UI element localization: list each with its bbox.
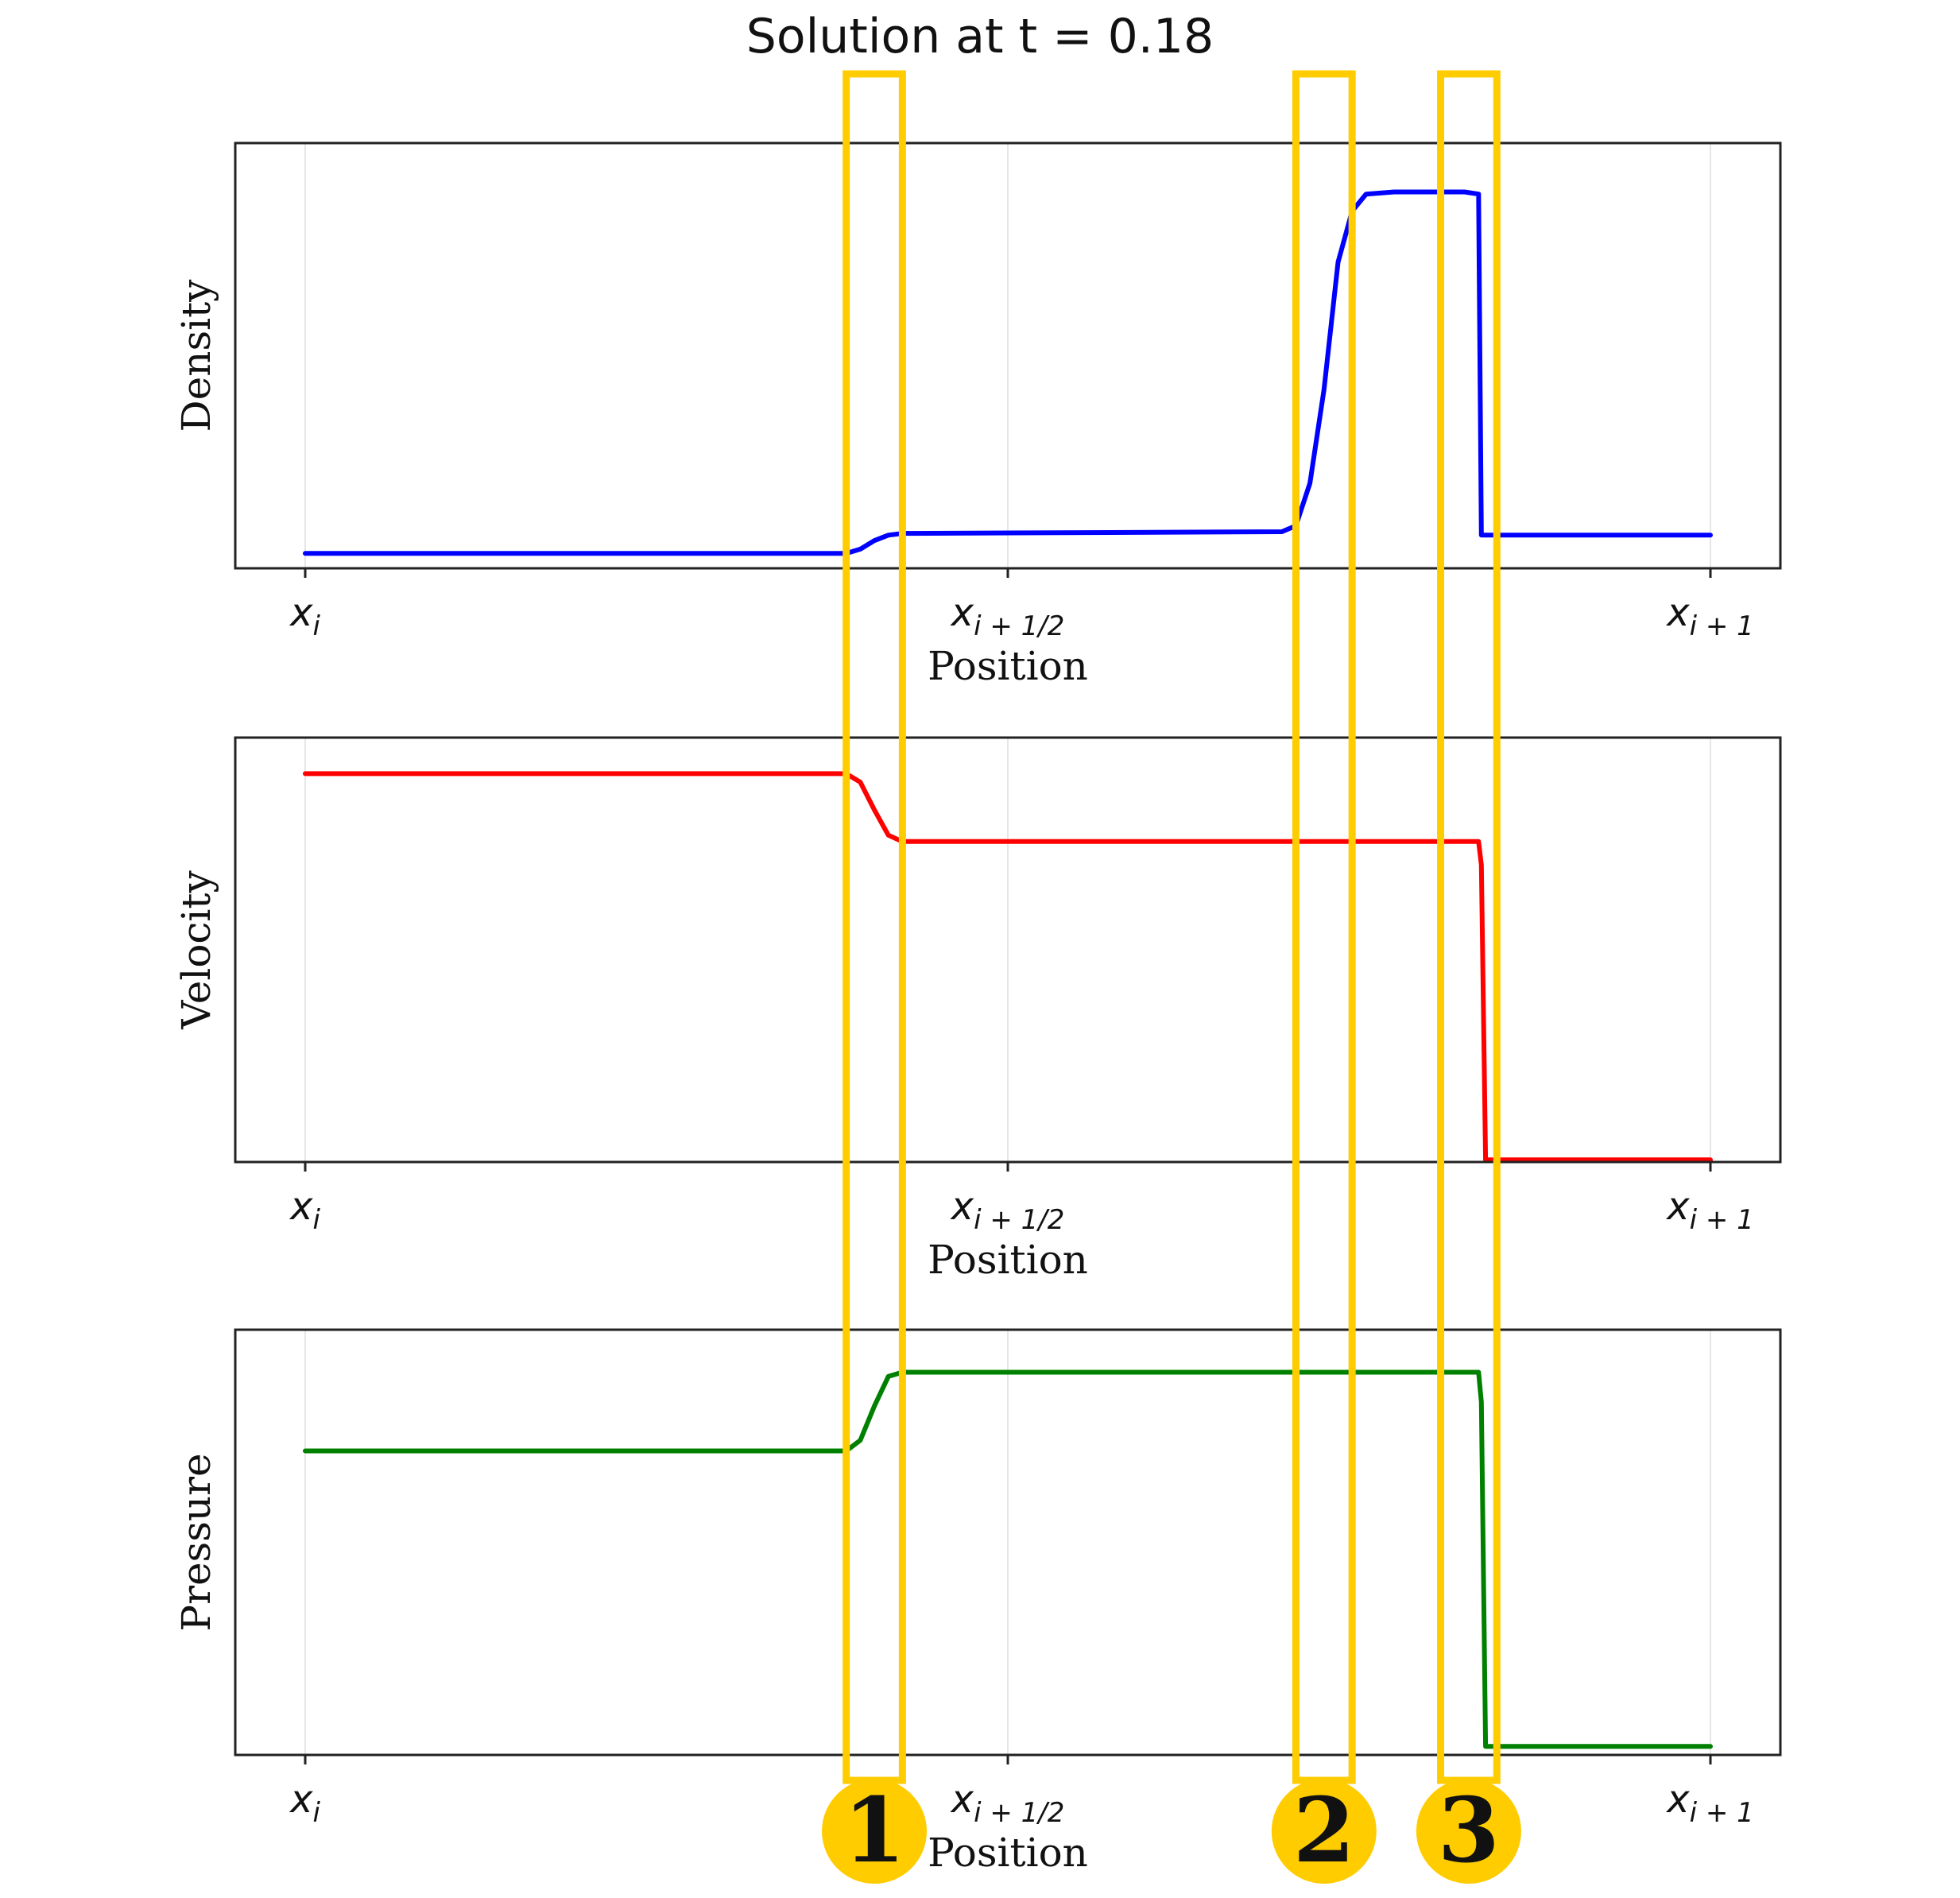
- x-axis-label: Position: [928, 643, 1088, 689]
- series-line-density: [303, 189, 1713, 556]
- y-axis-label: Pressure: [173, 1453, 219, 1631]
- x-axis-label: Position: [928, 1830, 1088, 1876]
- annotation-region-3: 3: [1416, 70, 1521, 1884]
- panels: xi xi + 1/2 xi + 1 Position Density xi xi + 1/…: [173, 141, 1782, 1876]
- x-tick-label: xi + 1: [1665, 591, 1754, 642]
- panel-density: xi xi + 1/2 xi + 1 Position Density: [173, 141, 1782, 689]
- panel-velocity: xi xi + 1/2 xi + 1 Position Velocity: [173, 736, 1782, 1283]
- x-axis-label: Position: [928, 1237, 1088, 1283]
- y-axis-label: Density: [173, 279, 219, 432]
- y-axis-label: Velocity: [173, 870, 219, 1029]
- x-tick-label: xi: [289, 1184, 320, 1236]
- x-tick-label: xi + 1/2: [950, 1777, 1065, 1829]
- x-tick-label: xi + 1/2: [950, 1184, 1065, 1236]
- figure-title: Solution at t = 0.18: [746, 9, 1214, 64]
- x-tick-label: xi + 1: [1665, 1777, 1754, 1829]
- annotation-badge-label: 2: [1293, 1779, 1355, 1883]
- annotation-badge-label: 3: [1438, 1779, 1500, 1883]
- annotation-badge: [1416, 1779, 1521, 1884]
- annotation-box: [842, 70, 906, 1784]
- annotation-region-1: 1: [822, 70, 928, 1884]
- series-line-pressure: [303, 1369, 1713, 1749]
- annotation-badge-label: 1: [843, 1779, 905, 1883]
- series-line-velocity: [303, 771, 1713, 1163]
- annotation-badge: [822, 1779, 928, 1884]
- x-tick-label: xi + 1/2: [950, 591, 1065, 642]
- annotation-badge: [1271, 1779, 1377, 1884]
- panel-pressure: xi xi + 1/2 xi + 1 Position Pressure: [173, 1328, 1782, 1876]
- x-tick-label: xi: [289, 1777, 320, 1829]
- annotation-region-2: 2: [1271, 70, 1377, 1884]
- annotation-box: [1292, 70, 1356, 1784]
- x-tick-label: xi: [289, 591, 320, 642]
- x-tick-label: xi + 1: [1665, 1184, 1754, 1236]
- annotation-box: [1437, 70, 1501, 1784]
